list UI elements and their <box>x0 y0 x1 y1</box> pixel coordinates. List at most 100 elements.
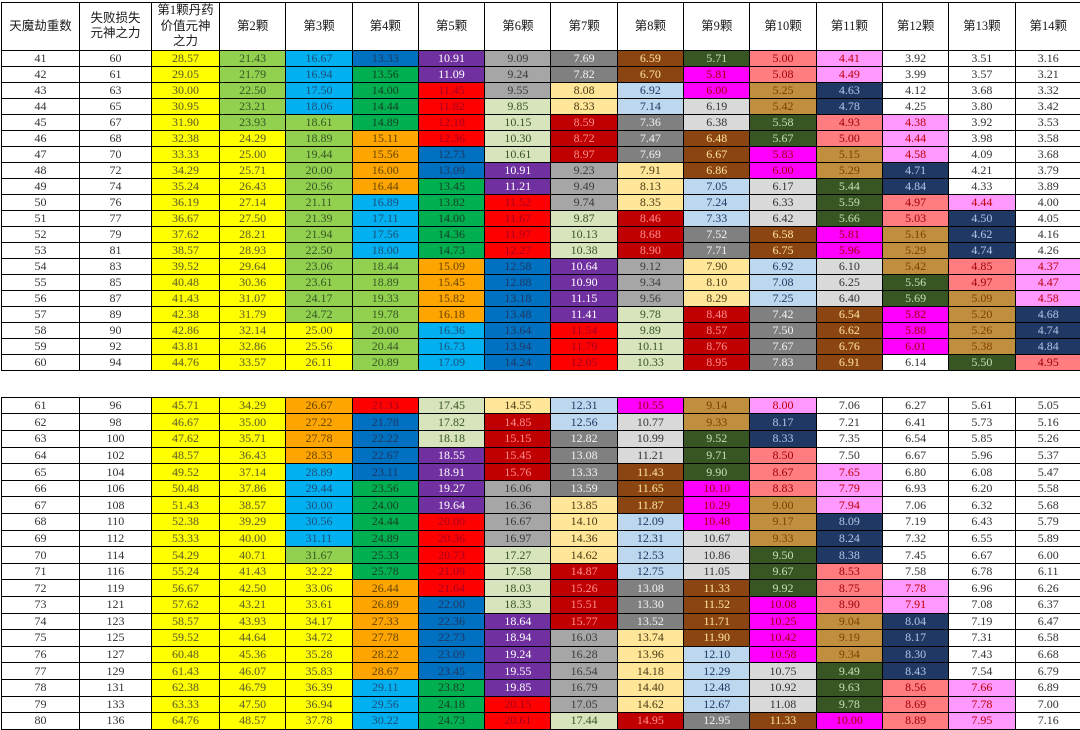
pill-5-value-cell[interactable]: 20.00 <box>418 514 484 531</box>
pill-12-value-cell[interactable]: 5.16 <box>882 226 948 242</box>
pill-3-value-cell[interactable]: 30.56 <box>286 514 352 531</box>
pill-8-value-cell[interactable]: 7.14 <box>617 98 683 114</box>
pill-4-value-cell[interactable]: 25.33 <box>352 547 418 564</box>
pill-14-value-cell[interactable]: 4.37 <box>1015 258 1080 274</box>
pill-5-value-cell[interactable]: 14.73 <box>418 242 484 258</box>
pill-5-value-cell[interactable]: 12.73 <box>418 146 484 162</box>
pill-14-value-cell[interactable]: 3.53 <box>1015 114 1080 130</box>
pill-12-value-cell[interactable]: 5.29 <box>882 242 948 258</box>
pill-10-value-cell[interactable]: 10.92 <box>750 679 816 696</box>
pill-2-value-cell[interactable]: 21.43 <box>220 50 286 66</box>
pill-6-value-cell[interactable]: 12.27 <box>485 242 551 258</box>
pill-14-value-cell[interactable]: 6.11 <box>1015 563 1080 580</box>
pill-14-value-cell[interactable]: 3.21 <box>1015 66 1080 82</box>
pill-8-value-cell[interactable]: 13.74 <box>617 630 683 647</box>
pill-12-value-cell[interactable]: 4.44 <box>882 130 948 146</box>
pill-6-value-cell[interactable]: 9.85 <box>485 98 551 114</box>
pill-7-value-cell[interactable]: 14.36 <box>551 530 617 547</box>
pill-2-value-cell[interactable]: 46.07 <box>220 663 286 680</box>
pill-1-value-cell[interactable]: 49.52 <box>152 464 220 481</box>
pill-14-value-cell[interactable]: 5.89 <box>1015 530 1080 547</box>
pill-8-value-cell[interactable]: 13.52 <box>617 613 683 630</box>
pill-10-value-cell[interactable]: 8.83 <box>750 480 816 497</box>
pill-14-value-cell[interactable]: 7.00 <box>1015 696 1080 713</box>
pill-6-value-cell[interactable]: 14.85 <box>485 414 551 431</box>
pill-7-value-cell[interactable]: 13.85 <box>551 497 617 514</box>
pill-1-value-cell[interactable]: 59.52 <box>152 630 220 647</box>
pill-6-value-cell[interactable]: 16.67 <box>485 514 551 531</box>
loss-value-cell[interactable]: 104 <box>80 464 152 481</box>
row-number-cell[interactable]: 42 <box>2 66 80 82</box>
pill-10-value-cell[interactable]: 10.25 <box>750 613 816 630</box>
loss-value-cell[interactable]: 63 <box>80 82 152 98</box>
pill-3-value-cell[interactable]: 21.11 <box>286 194 352 210</box>
pill-8-value-cell[interactable]: 12.31 <box>617 530 683 547</box>
pill-1-value-cell[interactable]: 30.00 <box>152 82 220 98</box>
pill-9-value-cell[interactable]: 9.71 <box>684 447 750 464</box>
pill-5-value-cell[interactable]: 11.09 <box>418 66 484 82</box>
pill-5-value-cell[interactable]: 22.73 <box>418 630 484 647</box>
row-number-cell[interactable]: 69 <box>2 530 80 547</box>
column-header-pill-1[interactable]: 第1颗丹药 价值元神 之力 <box>152 3 220 51</box>
pill-11-value-cell[interactable]: 5.59 <box>816 194 882 210</box>
pill-8-value-cell[interactable]: 13.30 <box>617 597 683 614</box>
pill-5-value-cell[interactable]: 21.64 <box>418 580 484 597</box>
pill-9-value-cell[interactable]: 6.67 <box>684 146 750 162</box>
pill-7-value-cell[interactable]: 12.05 <box>551 354 617 370</box>
pill-6-value-cell[interactable]: 9.55 <box>485 82 551 98</box>
row-number-cell[interactable]: 80 <box>2 713 80 730</box>
pill-9-value-cell[interactable]: 10.48 <box>684 514 750 531</box>
loss-value-cell[interactable]: 85 <box>80 274 152 290</box>
pill-11-value-cell[interactable]: 9.19 <box>816 630 882 647</box>
pill-3-value-cell[interactable]: 27.78 <box>286 431 352 448</box>
pill-1-value-cell[interactable]: 54.29 <box>152 547 220 564</box>
pill-3-value-cell[interactable]: 36.39 <box>286 679 352 696</box>
pill-10-value-cell[interactable]: 5.58 <box>750 114 816 130</box>
pill-6-value-cell[interactable]: 12.88 <box>485 274 551 290</box>
pill-1-value-cell[interactable]: 36.19 <box>152 194 220 210</box>
row-number-cell[interactable]: 62 <box>2 414 80 431</box>
pill-12-value-cell[interactable]: 7.06 <box>882 497 948 514</box>
pill-11-value-cell[interactable]: 9.78 <box>816 696 882 713</box>
pill-9-value-cell[interactable]: 7.52 <box>684 226 750 242</box>
pill-2-value-cell[interactable]: 34.29 <box>220 397 286 414</box>
pill-6-value-cell[interactable]: 17.58 <box>485 563 551 580</box>
pill-10-value-cell[interactable]: 10.42 <box>750 630 816 647</box>
column-header-pill-3[interactable]: 第3颗 <box>286 3 352 51</box>
pill-6-value-cell[interactable]: 11.67 <box>485 210 551 226</box>
loss-value-cell[interactable]: 74 <box>80 178 152 194</box>
pill-1-value-cell[interactable]: 56.67 <box>152 580 220 597</box>
pill-13-value-cell[interactable]: 7.54 <box>949 663 1015 680</box>
pill-11-value-cell[interactable]: 8.75 <box>816 580 882 597</box>
pill-13-value-cell[interactable]: 4.33 <box>949 178 1015 194</box>
pill-3-value-cell[interactable]: 19.44 <box>286 146 352 162</box>
pill-2-value-cell[interactable]: 26.43 <box>220 178 286 194</box>
pill-12-value-cell[interactable]: 8.69 <box>882 696 948 713</box>
row-number-cell[interactable]: 79 <box>2 696 80 713</box>
pill-6-value-cell[interactable]: 18.03 <box>485 580 551 597</box>
pill-13-value-cell[interactable]: 5.50 <box>949 354 1015 370</box>
pill-10-value-cell[interactable]: 7.42 <box>750 306 816 322</box>
pill-12-value-cell[interactable]: 5.42 <box>882 258 948 274</box>
pill-12-value-cell[interactable]: 7.19 <box>882 514 948 531</box>
pill-10-value-cell[interactable]: 8.50 <box>750 447 816 464</box>
pill-2-value-cell[interactable]: 46.79 <box>220 679 286 696</box>
loss-value-cell[interactable]: 127 <box>80 646 152 663</box>
pill-7-value-cell[interactable]: 12.56 <box>551 414 617 431</box>
pill-10-value-cell[interactable]: 9.67 <box>750 563 816 580</box>
pill-3-value-cell[interactable]: 16.67 <box>286 50 352 66</box>
pill-14-value-cell[interactable]: 6.89 <box>1015 679 1080 696</box>
pill-9-value-cell[interactable]: 12.95 <box>684 713 750 730</box>
pill-12-value-cell[interactable]: 6.01 <box>882 338 948 354</box>
pill-10-value-cell[interactable]: 8.17 <box>750 414 816 431</box>
pill-9-value-cell[interactable]: 7.71 <box>684 242 750 258</box>
pill-10-value-cell[interactable]: 9.00 <box>750 497 816 514</box>
pill-3-value-cell[interactable]: 29.44 <box>286 480 352 497</box>
pill-7-value-cell[interactable]: 11.41 <box>551 306 617 322</box>
pill-12-value-cell[interactable]: 5.69 <box>882 290 948 306</box>
pill-14-value-cell[interactable]: 4.74 <box>1015 322 1080 338</box>
pill-9-value-cell[interactable]: 5.81 <box>684 66 750 82</box>
pill-3-value-cell[interactable]: 30.00 <box>286 497 352 514</box>
pill-1-value-cell[interactable]: 37.62 <box>152 226 220 242</box>
pill-7-value-cell[interactable]: 15.26 <box>551 580 617 597</box>
